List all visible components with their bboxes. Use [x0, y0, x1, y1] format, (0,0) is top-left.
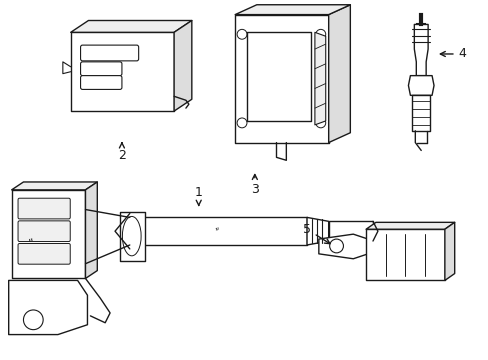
Text: 2: 2: [118, 143, 125, 162]
Text: 3: 3: [250, 175, 258, 196]
Polygon shape: [366, 229, 444, 280]
Polygon shape: [71, 32, 174, 111]
Polygon shape: [12, 182, 97, 190]
FancyBboxPatch shape: [18, 243, 70, 264]
FancyBboxPatch shape: [81, 76, 122, 89]
Text: 1: 1: [194, 186, 202, 206]
Polygon shape: [235, 5, 349, 15]
Polygon shape: [120, 212, 144, 261]
Polygon shape: [314, 32, 325, 125]
Text: ʺ: ʺ: [27, 239, 35, 249]
FancyBboxPatch shape: [81, 45, 139, 61]
Polygon shape: [71, 21, 191, 32]
Text: ʺ: ʺ: [214, 228, 222, 239]
Polygon shape: [85, 182, 97, 278]
FancyBboxPatch shape: [81, 62, 122, 76]
Polygon shape: [407, 76, 433, 95]
Polygon shape: [306, 217, 328, 245]
FancyBboxPatch shape: [18, 221, 70, 242]
Text: 5: 5: [303, 223, 329, 244]
Polygon shape: [411, 95, 429, 131]
Polygon shape: [318, 234, 367, 259]
Polygon shape: [444, 222, 454, 280]
Polygon shape: [12, 190, 85, 278]
Polygon shape: [9, 280, 87, 334]
Polygon shape: [366, 222, 454, 229]
Polygon shape: [328, 221, 372, 241]
FancyBboxPatch shape: [18, 198, 70, 219]
Text: 4: 4: [439, 48, 466, 60]
Polygon shape: [328, 5, 349, 143]
Polygon shape: [174, 21, 191, 111]
Polygon shape: [129, 217, 306, 245]
Polygon shape: [246, 32, 310, 121]
Polygon shape: [413, 24, 427, 76]
Polygon shape: [235, 15, 328, 143]
